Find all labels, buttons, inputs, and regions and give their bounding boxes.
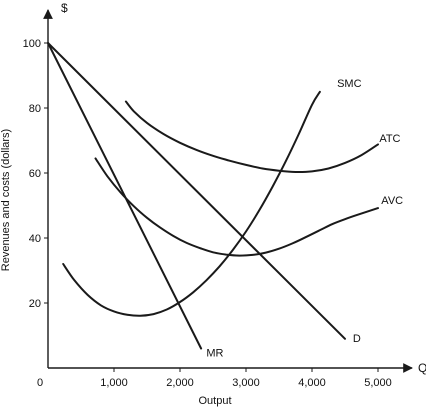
x-axis-title: Output bbox=[198, 395, 231, 407]
curve-avc bbox=[94, 157, 379, 257]
x-axis-end-label: Q bbox=[418, 361, 426, 375]
x-tick-label-3000: 3,000 bbox=[232, 377, 260, 389]
curve-label-d: D bbox=[353, 333, 361, 345]
y-tick-label-80: 80 bbox=[29, 103, 41, 115]
curve-label-mr: MR bbox=[206, 348, 223, 360]
curves-layer bbox=[47, 42, 379, 350]
y-tick-label-40: 40 bbox=[29, 233, 41, 245]
ticks-layer: 1,000 2,000 3,000 4,000 5,000 20 40 60 80 100 bbox=[23, 38, 392, 389]
y-tick-label-100: 100 bbox=[23, 38, 41, 50]
y-axis-end-label: $ bbox=[61, 1, 68, 15]
y-tick-label-60: 60 bbox=[29, 168, 41, 180]
curve-label-smc: SMC bbox=[337, 78, 362, 90]
curve-label-avc: AVC bbox=[381, 195, 403, 207]
x-tick-label-4000: 4,000 bbox=[298, 377, 326, 389]
curve-d bbox=[47, 42, 346, 340]
x-tick-label-5000: 5,000 bbox=[364, 377, 392, 389]
origin-label: 0 bbox=[37, 377, 43, 389]
curve-smc bbox=[62, 90, 321, 317]
curve-atc bbox=[124, 100, 379, 174]
curve-label-atc: ATC bbox=[379, 133, 400, 145]
x-tick-label-2000: 2,000 bbox=[166, 377, 194, 389]
x-tick-label-1000: 1,000 bbox=[100, 377, 128, 389]
y-axis-title: Revenues and costs (dollars) bbox=[0, 129, 12, 271]
y-tick-label-20: 20 bbox=[29, 298, 41, 310]
curve-labels-layer: D MR SMC ATC AVC bbox=[206, 78, 403, 360]
